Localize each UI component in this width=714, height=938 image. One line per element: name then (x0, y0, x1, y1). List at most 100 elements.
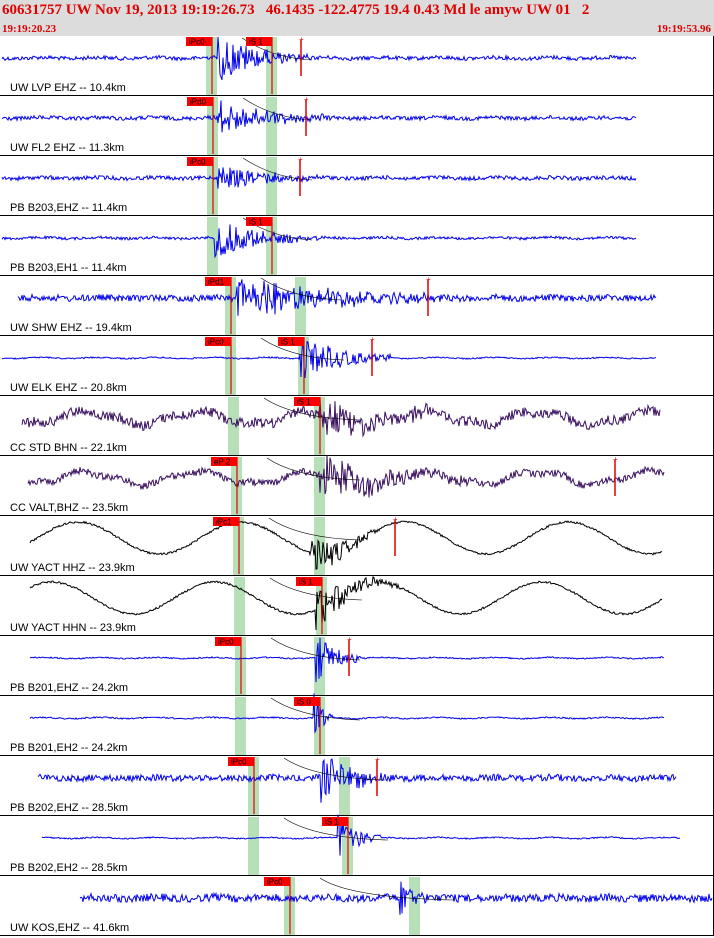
trace-panel[interactable]: + iPc0 iS 1 UW ELK EHZ -- 20.8km (0, 335, 714, 396)
p-pick-label: eP 2 (214, 458, 231, 467)
waveform (79, 881, 713, 915)
p-pick-label-bg[interactable] (187, 157, 213, 166)
s-pick-label-bg[interactable] (294, 697, 320, 706)
p-pick-label-bg[interactable] (205, 277, 231, 286)
station-label: PB B201,EHZ -- 24.2km (10, 682, 128, 694)
amplitude-plus: + (370, 335, 375, 344)
amplitude-plus: + (347, 635, 352, 644)
trace-panel[interactable]: iS 0 PB B201,EH2 -- 24.2km (0, 693, 714, 756)
waveform (1, 100, 637, 133)
station-label: UW FL2 EHZ -- 11.3km (10, 142, 124, 154)
seismogram-panel[interactable]: + iPc0 iS 1 UW LVP EHZ -- 10.4km + iPd0 UW FL2… (0, 36, 714, 938)
travel-time-curve (283, 757, 386, 781)
station-label: PB B202,EHZ -- 28.5km (10, 802, 128, 814)
waveform (17, 279, 657, 316)
station-label: UW SHW EHZ -- 19.4km (10, 322, 132, 334)
s-pick-label: iS 1 (281, 338, 295, 347)
p-window-band (228, 397, 239, 455)
p-pick-label-bg[interactable] (264, 877, 290, 886)
trace-panel[interactable]: iS 1 PB B203,EH1 -- 11.4km (0, 216, 714, 276)
travel-time-curve (319, 877, 456, 901)
p-pick-label-bg[interactable] (213, 517, 239, 526)
s-pick-label: iS 1 (297, 398, 311, 407)
p-window-band (248, 817, 259, 875)
p-pick-label: iPc0 (208, 338, 224, 347)
waveform (1, 224, 637, 259)
trace-panel[interactable]: + iPc0 PB B203,EHZ -- 11.4km (0, 155, 714, 216)
trace-panel[interactable]: iPc0 UW KOS,EHZ -- 41.6km (0, 876, 714, 936)
amplitude-plus: + (304, 95, 309, 104)
p-window-band (207, 217, 218, 275)
travel-time-curve (268, 517, 361, 541)
p-pick-label: iPc1 (216, 518, 232, 527)
s-pick-label: iS 0 (297, 698, 311, 707)
s-pick-label: iS 1 (249, 218, 263, 227)
station-label: CC STD BHN -- 22.1km (10, 442, 127, 454)
p-window-band (235, 697, 246, 755)
waveform (37, 758, 677, 803)
s-pick-label-bg[interactable] (278, 337, 304, 346)
trace-panel[interactable]: iS 1 PB B202,EH2 -- 28.5km (0, 814, 714, 877)
p-pick-label: iPc0 (267, 878, 283, 887)
s-pick-label-bg[interactable] (246, 217, 272, 226)
amplitude-plus: + (299, 36, 304, 44)
p-pick-label-bg[interactable] (205, 337, 231, 346)
p-pick-label-bg[interactable] (186, 37, 212, 46)
trace-panel[interactable]: iS 1 CC STD BHN -- 22.1km (0, 396, 714, 456)
p-pick-label: iPc0 (189, 38, 205, 47)
amplitude-plus: + (426, 275, 431, 284)
travel-time-curve (263, 397, 361, 421)
s-pick-label-bg[interactable] (246, 37, 272, 46)
p-pick-label-bg[interactable] (228, 757, 254, 766)
waveform (1, 167, 637, 189)
s-pick-label: iS 1 (249, 38, 263, 47)
s-pick-label-bg[interactable] (322, 817, 348, 826)
s-pick-label: iS 1 (299, 578, 313, 587)
p-pick-label: iPc0 (231, 758, 247, 767)
station-label: UW LVP EHZ -- 10.4km (10, 82, 126, 94)
travel-time-curve (266, 457, 361, 481)
travel-time-curve (283, 817, 389, 841)
waveform (29, 576, 663, 631)
p-pick-label-bg[interactable] (215, 637, 241, 646)
amplitude-plus: + (613, 455, 618, 464)
p-pick-label-bg[interactable] (211, 457, 237, 466)
s-window-band (409, 877, 420, 935)
s-pick-label-bg[interactable] (294, 397, 320, 406)
waveform (27, 454, 665, 498)
travel-time-curve (242, 97, 313, 121)
p-pick-label: iPc0 (218, 638, 234, 647)
trace-panel[interactable]: + iPc1 UW YACT HHZ -- 23.9km (0, 515, 714, 576)
start-time: 19:19:20.23 (2, 23, 57, 35)
travel-time-curve (260, 277, 342, 301)
trace-panel[interactable]: + iPc0 PB B201,EHZ -- 24.2km (0, 635, 714, 696)
trace-panel[interactable]: + iPd1 UW SHW EHZ -- 19.4km (0, 275, 714, 336)
trace-panel[interactable]: + iPc0 PB B202,EHZ -- 28.5km (0, 755, 714, 816)
trace-panel[interactable]: + iPc0 iS 1 UW LVP EHZ -- 10.4km (0, 36, 714, 96)
amplitude-plus: + (393, 515, 398, 524)
trace-panel[interactable]: + iPd0 UW FL2 EHZ -- 11.3km (0, 95, 714, 156)
p-pick-label-bg[interactable] (187, 97, 213, 106)
station-label: UW YACT HHN -- 23.9km (10, 622, 136, 634)
s-window-band (339, 757, 350, 815)
p-pick-label: iPd1 (208, 278, 225, 287)
station-label: PB B201,EH2 -- 24.2km (10, 742, 127, 754)
waveform (29, 637, 665, 683)
p-pick-label: iPd0 (190, 98, 207, 107)
travel-time-curve (269, 577, 363, 601)
s-window-band (295, 277, 306, 335)
trace-panel[interactable]: + eP 2 CC VALT,BHZ -- 23.5km (0, 454, 714, 516)
s-pick-label-bg[interactable] (296, 577, 322, 586)
trace-panel[interactable]: iS 1 UW YACT HHN -- 23.9km (0, 576, 714, 636)
station-label: CC VALT,BHZ -- 23.5km (10, 502, 128, 514)
s-window-band (266, 157, 277, 215)
end-time: 19:19:53.96 (656, 23, 711, 35)
p-window-band (234, 577, 245, 635)
waveform (1, 36, 637, 81)
waveform (21, 398, 661, 438)
event-header: 60631757 UW Nov 19, 2013 19:19:26.73 46.… (0, 0, 714, 36)
travel-time-curve (242, 157, 313, 181)
station-label: PB B203,EH1 -- 11.4km (10, 262, 127, 274)
s-pick-label: iS 1 (325, 818, 339, 827)
station-label: PB B202,EH2 -- 28.5km (10, 862, 127, 874)
